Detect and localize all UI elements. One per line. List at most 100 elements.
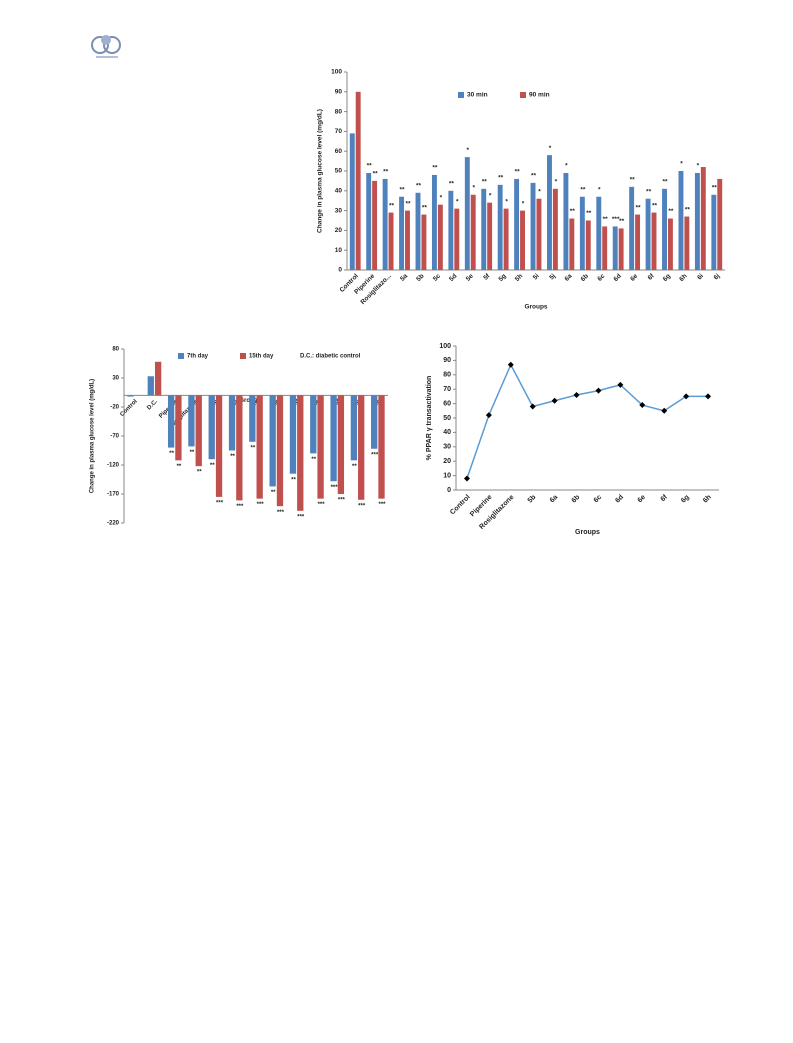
bar (355, 91, 361, 270)
chart: 0 10 20 30 40 50 60 70 80 90 100 % PPAR γ transacti… (426, 343, 719, 536)
marker (661, 407, 668, 414)
x-tick-label: 6c (596, 272, 606, 282)
significance-label: ** (603, 216, 609, 223)
bar (596, 196, 602, 270)
legend-label: 30 min (467, 92, 488, 99)
bar (684, 216, 690, 270)
y-tick-label: -120 (107, 463, 120, 469)
marker (595, 387, 602, 394)
legend-label: 7th day (187, 354, 209, 360)
bar (635, 214, 641, 270)
bar (585, 220, 591, 270)
significance-label: ** (197, 470, 202, 476)
bar (651, 212, 657, 270)
bar (289, 395, 297, 474)
marker (639, 402, 646, 409)
bar (269, 395, 276, 487)
y-tick-label: 50 (443, 415, 451, 422)
significance-label: ** (367, 163, 373, 170)
bar (127, 395, 134, 397)
significance-label: ** (482, 179, 488, 186)
significance-label: *** (297, 514, 305, 520)
significance-label: *** (318, 502, 326, 508)
significance-label: ** (311, 457, 316, 463)
y-tick-label: 10 (335, 247, 343, 254)
bar (618, 228, 624, 270)
significance-label: ** (230, 454, 235, 460)
bar (188, 395, 195, 447)
x-tick-label: 6f (660, 493, 670, 503)
legend-swatch (178, 353, 184, 359)
x-tick-label: 6a (231, 398, 240, 407)
x-tick-label: 6h (702, 494, 713, 505)
bar (147, 376, 154, 396)
x-tick-label: 5b (527, 494, 538, 505)
y-tick-label: 30 (335, 207, 343, 214)
significance-label: ** (586, 210, 592, 217)
y-tick-label: 80 (112, 347, 119, 353)
significance-label: * (489, 192, 492, 199)
bar (371, 395, 378, 449)
bar (421, 214, 427, 270)
x-tick-label: 6g (662, 273, 672, 283)
bar (497, 184, 503, 270)
significance-label: ** (405, 200, 411, 207)
bar (530, 182, 536, 270)
bar (405, 210, 410, 270)
legend-swatch (520, 92, 526, 98)
marker (529, 403, 536, 410)
significance-label: ** (449, 181, 455, 188)
significance-label: * (472, 184, 475, 191)
significance-label: *** (216, 500, 224, 506)
significance-label: ** (570, 208, 576, 215)
marker (617, 381, 624, 388)
x-tick-label: 6a (549, 494, 560, 505)
bar (437, 204, 443, 270)
marker (551, 397, 558, 404)
bar (154, 361, 162, 396)
x-tick-label: 6e (312, 398, 321, 407)
significance-label: * (565, 163, 568, 170)
significance-label: *** (358, 503, 366, 509)
significance-label: ** (432, 165, 438, 172)
significance-label: ** (498, 175, 504, 182)
y-tick-label: 10 (443, 472, 451, 479)
y-tick-label: 70 (335, 128, 343, 135)
bar (547, 155, 552, 270)
y-tick-label: -70 (110, 434, 119, 440)
significance-label: *** (612, 216, 620, 223)
x-tick-label: 6b (571, 494, 582, 505)
bar (317, 395, 324, 499)
y-tick-label: 20 (443, 458, 451, 465)
x-tick-label: 5c (432, 272, 442, 282)
bar (645, 198, 651, 270)
significance-label: * (456, 198, 459, 205)
significance-label: ** (291, 477, 296, 483)
y-tick-label: 100 (331, 69, 342, 76)
bar (552, 188, 558, 270)
y-tick-label: 60 (443, 400, 451, 407)
bar (228, 395, 236, 451)
x-tick-label: Control (119, 398, 139, 418)
significance-label: ** (531, 173, 537, 180)
significance-label: ** (712, 184, 718, 191)
legend-label: 15th day (249, 354, 274, 360)
significance-label: ** (619, 218, 625, 225)
bar (215, 395, 223, 497)
x-tick-label: 5f (482, 272, 492, 282)
x-tick-label: 5e (465, 272, 475, 282)
bar (481, 188, 487, 270)
significance-label: ** (636, 204, 642, 211)
significance-label: * (538, 188, 541, 195)
y-tick-label: 70 (443, 386, 451, 393)
significance-label: ** (662, 179, 668, 186)
y-tick-label: 40 (443, 429, 451, 436)
significance-label: * (555, 179, 558, 186)
annotation: D.C.: diabetic control (300, 354, 361, 360)
bar (629, 186, 635, 270)
logo (91, 35, 121, 58)
y-tick-label: 30 (443, 444, 451, 451)
x-tick-label: 6b (580, 273, 590, 283)
bar (297, 395, 304, 511)
marker (683, 393, 690, 400)
